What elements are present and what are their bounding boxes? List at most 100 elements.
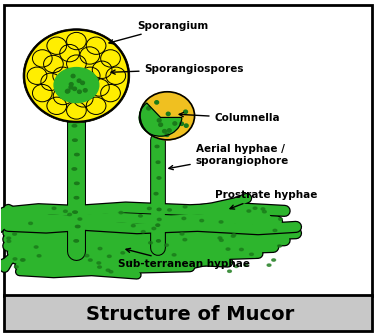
Circle shape [32,84,52,102]
Text: Sporangiospores: Sporangiospores [111,64,244,74]
Circle shape [140,92,195,140]
Ellipse shape [97,262,101,264]
FancyBboxPatch shape [5,5,372,296]
Ellipse shape [154,193,158,195]
Circle shape [44,55,63,73]
Ellipse shape [98,266,101,268]
Circle shape [157,119,161,122]
Ellipse shape [13,233,16,235]
Ellipse shape [147,207,151,210]
Ellipse shape [52,207,56,209]
Ellipse shape [157,218,161,221]
Circle shape [90,79,109,96]
Circle shape [53,87,73,105]
Circle shape [106,67,126,84]
Circle shape [81,81,84,84]
Ellipse shape [157,208,161,211]
Circle shape [53,67,73,84]
Circle shape [41,73,60,90]
Circle shape [60,45,79,62]
Ellipse shape [156,161,160,163]
Circle shape [101,50,120,67]
Ellipse shape [139,215,142,217]
Ellipse shape [13,258,17,260]
Ellipse shape [106,269,110,271]
Ellipse shape [253,207,257,209]
Ellipse shape [34,246,38,248]
Ellipse shape [244,264,248,266]
Circle shape [180,122,184,125]
Circle shape [71,74,75,78]
Ellipse shape [250,253,253,256]
Ellipse shape [72,125,77,127]
Ellipse shape [263,210,266,213]
Ellipse shape [119,211,123,214]
Ellipse shape [21,259,25,261]
Ellipse shape [219,239,223,242]
Ellipse shape [7,237,11,240]
Ellipse shape [232,233,236,236]
Ellipse shape [157,240,160,242]
Circle shape [173,122,177,125]
Ellipse shape [68,213,71,216]
Ellipse shape [14,266,18,268]
Ellipse shape [279,218,282,220]
Ellipse shape [183,239,187,241]
Ellipse shape [109,271,113,273]
Ellipse shape [128,261,132,263]
Ellipse shape [21,259,24,261]
Ellipse shape [247,210,251,212]
Ellipse shape [152,227,156,230]
Text: Prostrate hyphae: Prostrate hyphae [215,190,317,209]
Circle shape [47,37,66,54]
Ellipse shape [74,153,79,156]
Ellipse shape [172,254,176,256]
Circle shape [80,47,100,64]
Ellipse shape [28,222,32,224]
Ellipse shape [37,255,41,257]
Circle shape [66,89,70,92]
Circle shape [69,86,73,89]
Circle shape [66,102,86,119]
Ellipse shape [182,217,186,219]
Circle shape [147,107,150,110]
Circle shape [184,110,187,114]
Wedge shape [139,103,182,136]
Circle shape [86,97,106,115]
Ellipse shape [72,168,77,170]
Ellipse shape [149,242,152,244]
Circle shape [159,123,163,126]
Circle shape [32,50,52,67]
Ellipse shape [108,255,111,258]
Ellipse shape [267,264,271,266]
Ellipse shape [131,224,135,227]
Ellipse shape [98,248,102,250]
Text: Aerial hyphae /
sporangiophore: Aerial hyphae / sporangiophore [169,144,289,170]
Ellipse shape [228,270,231,272]
Ellipse shape [85,255,89,257]
Circle shape [78,90,81,93]
Circle shape [66,32,86,50]
Ellipse shape [7,240,11,243]
Ellipse shape [156,224,160,226]
Ellipse shape [226,248,230,250]
Ellipse shape [168,209,171,211]
Circle shape [155,101,158,104]
Ellipse shape [219,221,223,223]
Text: Sub-terranean hyphae: Sub-terranean hyphae [118,248,250,269]
Ellipse shape [121,252,125,254]
Circle shape [27,67,47,84]
Ellipse shape [218,237,222,239]
Ellipse shape [200,219,204,222]
Circle shape [101,84,120,102]
Text: Structure of Mucor: Structure of Mucor [86,306,294,325]
Circle shape [24,30,129,122]
Circle shape [69,83,73,86]
Circle shape [86,37,106,54]
Circle shape [167,129,171,132]
Circle shape [66,79,86,96]
Circle shape [184,124,188,127]
Circle shape [65,90,69,93]
Ellipse shape [76,225,80,228]
Circle shape [73,87,76,90]
